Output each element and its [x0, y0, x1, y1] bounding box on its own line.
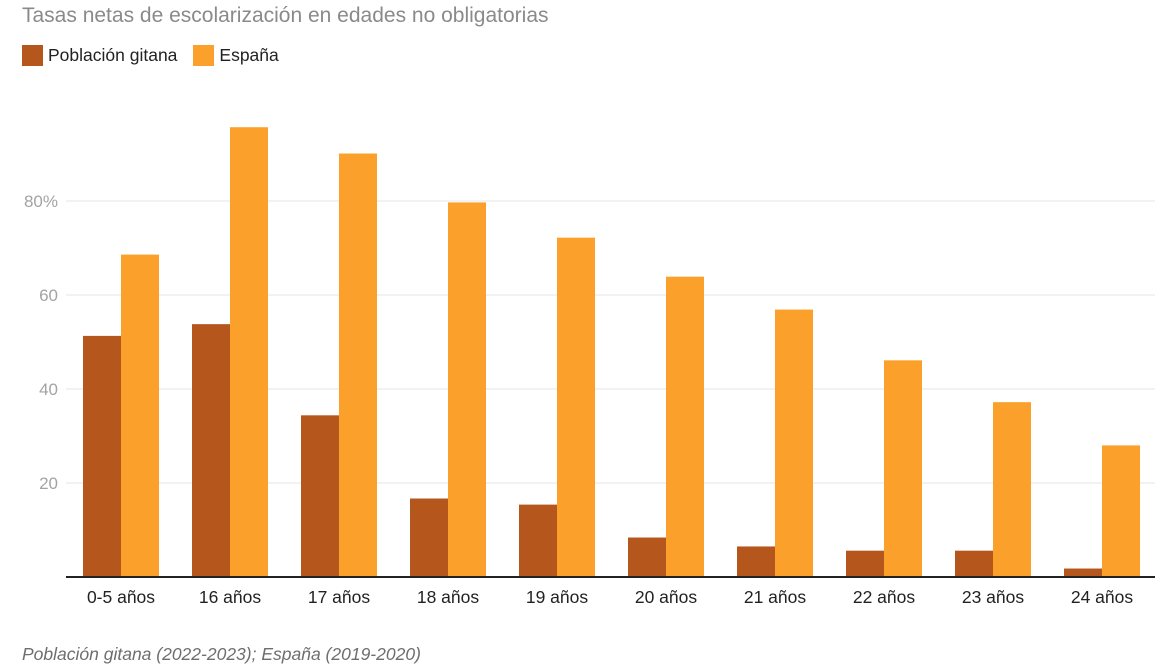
y-tick-label: 20: [39, 474, 58, 493]
bar-poblacion-gitana: [1064, 568, 1102, 577]
x-tick-label: 16 años: [199, 587, 262, 607]
x-tick-label: 0-5 años: [87, 587, 155, 607]
legend-item-espana: España: [193, 45, 279, 66]
bar-poblacion-gitana: [628, 537, 666, 577]
bar-espana: [993, 402, 1031, 577]
legend-label-poblacion-gitana: Población gitana: [48, 45, 178, 65]
bar-espana: [230, 127, 268, 578]
legend-label-espana: España: [219, 45, 279, 65]
chart-legend: Población gitana España: [22, 45, 295, 66]
bar-poblacion-gitana: [846, 550, 884, 577]
chart-footnote: Población gitana (2022-2023); España (20…: [22, 644, 421, 664]
bar-poblacion-gitana: [301, 415, 339, 577]
x-tick-label: 19 años: [526, 587, 589, 607]
x-tick-label: 24 años: [1071, 587, 1134, 607]
bar-poblacion-gitana: [519, 504, 557, 577]
y-tick-label: 60: [39, 286, 58, 305]
bar-espana: [448, 202, 486, 577]
bar-poblacion-gitana: [955, 550, 993, 577]
chart-title: Tasas netas de escolarización en edades …: [22, 4, 549, 27]
bar-espana: [339, 153, 377, 577]
bar-espana: [666, 276, 704, 577]
x-tick-label: 18 años: [417, 587, 480, 607]
bar-espana: [884, 360, 922, 577]
x-tick-label: 17 años: [308, 587, 371, 607]
bar-poblacion-gitana: [410, 498, 448, 577]
bar-espana: [557, 237, 595, 577]
bar-espana: [775, 309, 813, 577]
legend-swatch-poblacion-gitana: [22, 45, 43, 66]
y-tick-label: 80%: [24, 192, 58, 211]
legend-item-poblacion-gitana: Población gitana: [22, 45, 177, 66]
legend-swatch-espana: [193, 45, 215, 66]
x-tick-label: 22 años: [853, 587, 916, 607]
bar-poblacion-gitana: [83, 335, 121, 577]
bar-espana: [121, 254, 159, 577]
bar-espana: [1102, 445, 1140, 577]
x-tick-label: 21 años: [744, 587, 807, 607]
x-tick-label: 20 años: [635, 587, 698, 607]
bar-poblacion-gitana: [192, 324, 230, 577]
x-tick-label: 23 años: [962, 587, 1025, 607]
bar-poblacion-gitana: [737, 546, 775, 577]
y-tick-label: 40: [39, 380, 58, 399]
